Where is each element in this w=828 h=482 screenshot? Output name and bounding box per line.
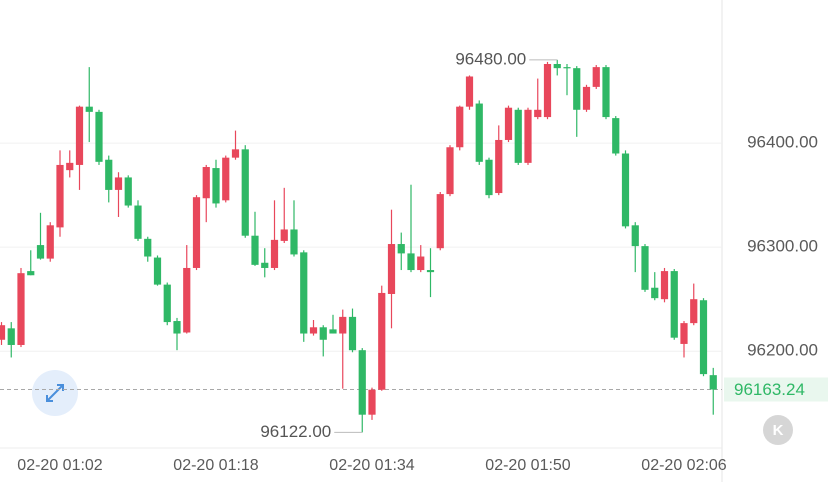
logo-button[interactable]: K (763, 415, 793, 445)
x-tick-label: 02-20 01:02 (17, 457, 103, 474)
candle-body (582, 86, 591, 110)
candle-body (631, 225, 639, 247)
candle-body (85, 106, 93, 112)
candle-body (436, 194, 444, 249)
candle-body (651, 287, 659, 299)
candle-body (17, 273, 25, 345)
candle-body (524, 109, 532, 163)
candle-body (134, 205, 142, 239)
candle-body (446, 147, 454, 195)
candle-body (621, 153, 630, 227)
x-tick-label: 02-20 02:06 (641, 457, 727, 474)
candle-body (641, 246, 649, 290)
y-tick-label: 96300.00 (747, 237, 818, 256)
candle-body (514, 109, 522, 163)
candle-body (426, 270, 435, 273)
candle-body (680, 323, 688, 344)
candle-body (241, 149, 249, 236)
candle-body (387, 244, 396, 294)
candle-body (319, 327, 327, 340)
candle-body (114, 177, 123, 190)
candle-body (290, 229, 298, 255)
min-label: 96122.00 (260, 422, 331, 441)
candle-body (592, 67, 600, 87)
candle-body (660, 271, 669, 300)
candle-body (699, 300, 708, 375)
candle-body (27, 271, 35, 276)
expand-button[interactable] (32, 370, 78, 416)
max-label: 96480.00 (455, 49, 526, 68)
candle-body (690, 299, 698, 324)
candle-body (36, 245, 45, 259)
candle-body (0, 325, 6, 340)
candle-body (300, 252, 308, 334)
logo-bg (763, 415, 793, 445)
candle-body (543, 64, 552, 118)
candle-body (144, 238, 152, 257)
candle-body (534, 109, 542, 118)
candle-body (163, 284, 171, 323)
candle-body (348, 316, 357, 351)
candle-body (56, 164, 64, 228)
candle-body (75, 106, 84, 165)
candle-body (709, 375, 717, 390)
y-tick-label: 96400.00 (747, 133, 818, 152)
candle-body (124, 177, 132, 206)
candle-body (553, 64, 561, 69)
candle-body (573, 68, 581, 110)
candle-body (670, 271, 678, 338)
candle-body (231, 149, 240, 158)
candle-body (66, 162, 74, 171)
candle-body (456, 106, 464, 148)
candle-body (270, 239, 279, 268)
candle-body (358, 350, 366, 415)
candle-body (465, 76, 474, 107)
candle-body (309, 327, 318, 334)
candle-body (251, 235, 259, 265)
candle-body (495, 139, 503, 194)
candle-body (397, 244, 405, 254)
candle-body (368, 389, 376, 415)
candle-body (504, 107, 513, 140)
candle-body (417, 256, 425, 271)
candle-body (329, 329, 337, 334)
candle-body (105, 159, 113, 190)
last-price-label: 96163.24 (734, 380, 805, 399)
candle-body (280, 229, 288, 241)
candle-body (563, 67, 571, 69)
candle-body (378, 292, 386, 390)
candle-body (407, 253, 415, 271)
candle-body (173, 321, 181, 334)
candle-body (192, 197, 201, 268)
candle-body (339, 316, 347, 334)
candle-body (475, 103, 483, 162)
candle-body (46, 225, 54, 259)
candle-body (212, 168, 220, 204)
candle-body (7, 328, 15, 345)
candle-body (95, 111, 103, 162)
candle-body (222, 157, 230, 201)
logo-text: K (773, 422, 784, 439)
candle-body (153, 257, 162, 285)
x-tick-label: 02-20 01:50 (485, 457, 571, 474)
x-tick-label: 02-20 01:34 (329, 457, 415, 474)
y-tick-label: 96200.00 (747, 341, 818, 360)
candle-body (485, 159, 493, 196)
candle-body (602, 67, 610, 118)
last-price-box (724, 377, 828, 402)
candle-body (261, 262, 269, 268)
candle-body (202, 167, 210, 199)
candle-body (183, 267, 191, 333)
plot: 96200.00 96300.00 96400.00 02-20 01:02 02-20… (0, 49, 828, 474)
candle-body (612, 118, 620, 154)
x-tick-label: 02-20 01:18 (173, 457, 259, 474)
